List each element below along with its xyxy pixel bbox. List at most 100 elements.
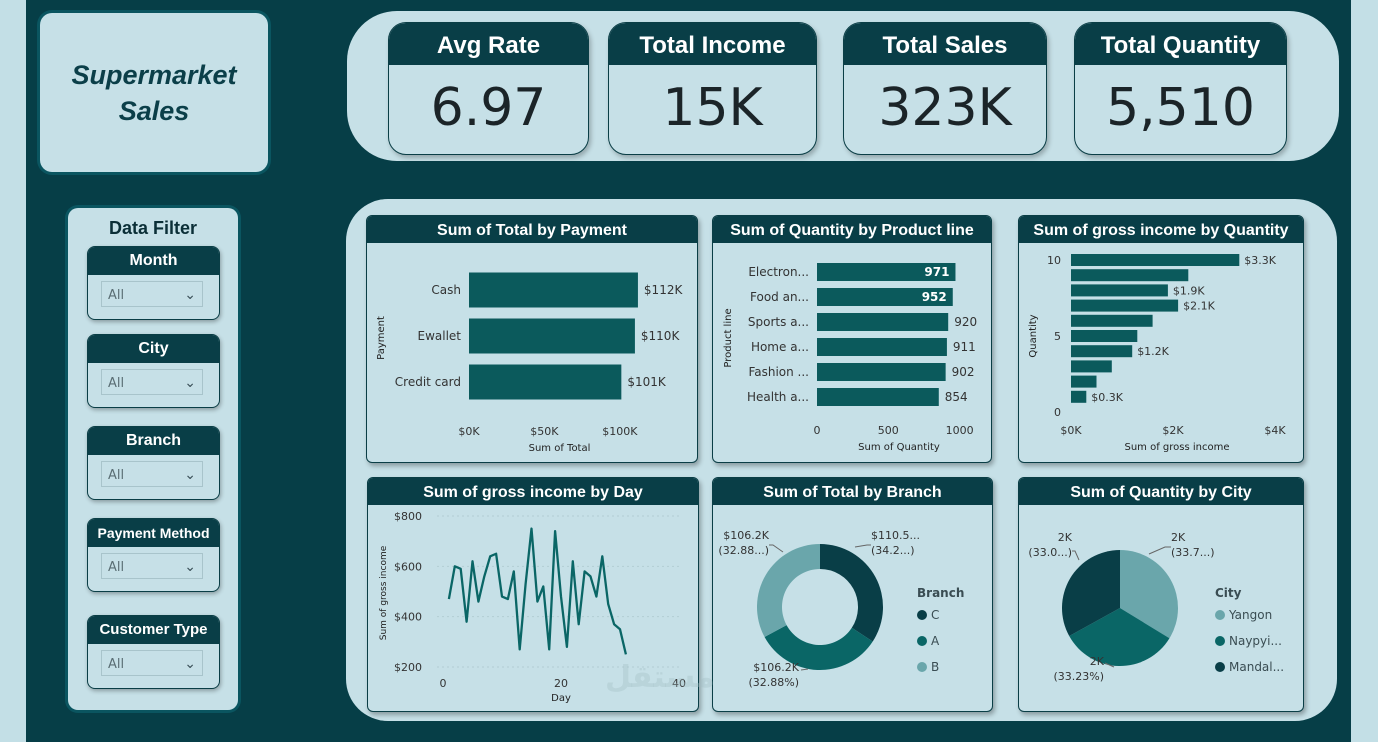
slicer-label: City (88, 335, 219, 363)
pie-slice (820, 544, 883, 642)
pie-slice (1062, 550, 1120, 637)
slice-label: $106.2K (753, 661, 799, 674)
dropdown-value: All (108, 657, 125, 672)
bar (817, 388, 939, 406)
chart-city: 2K (33.7...) 2K (33.23%) 2K (33.0...) City Yang… (1028, 531, 1284, 683)
legend-label: Naypyi... (1229, 634, 1282, 648)
filter-panel: Data Filter Month All ⌄ City All ⌄ Branch … (68, 208, 238, 710)
kpi-label: Total Income (609, 23, 816, 65)
y-axis-label: Sum of gross income (379, 545, 389, 640)
slice-label: (33.23%) (1053, 670, 1104, 683)
x-tick-label: 0 (814, 424, 821, 437)
chevron-down-icon: ⌄ (184, 287, 196, 303)
chart-productline: Electron... 971 Food an... 952 Sports a... 92… (723, 263, 977, 453)
legend-label: B (931, 660, 939, 674)
leader-line (854, 544, 871, 548)
bar (817, 263, 956, 281)
kpi-value: 5,510 (1106, 78, 1255, 138)
leader-line (800, 668, 809, 671)
chart-title: Sum of Total by Payment (367, 216, 697, 243)
x-tick-label: $4K (1264, 424, 1286, 437)
data-label: $110K (641, 329, 681, 343)
kpi-total-sales: Total Sales 323K (843, 22, 1047, 155)
kpi-label: Total Sales (844, 23, 1046, 65)
kpi-label: Avg Rate (389, 23, 588, 65)
chart-grossincome-day-panel: Sum of gross income by Day $200 $400 $600 $… (367, 477, 699, 712)
chevron-down-icon: ⌄ (184, 559, 196, 575)
y-tick-label: $800 (394, 510, 422, 523)
category-label: Home a... (751, 340, 809, 354)
x-tick-label: $0K (1060, 424, 1082, 437)
bar (1071, 375, 1097, 388)
filter-panel-title: Data Filter (108, 218, 198, 238)
legend-marker (1215, 662, 1225, 672)
chevron-down-icon: ⌄ (184, 656, 196, 672)
bar (469, 364, 622, 400)
chart-city-panel: Sum of Quantity by City 2K (33.7...) 2K (33… (1018, 477, 1304, 712)
x-tick-label: $2K (1162, 424, 1184, 437)
data-label: $1.9K (1173, 284, 1205, 297)
data-label: 902 (952, 365, 975, 379)
category-label: Cash (431, 283, 461, 297)
y-tick-label: 5 (1054, 330, 1061, 343)
leader-line (1072, 550, 1080, 561)
bar (1071, 284, 1168, 297)
chart-title: Sum of Quantity by City (1019, 478, 1303, 505)
kpi-value: 6.97 (430, 78, 547, 138)
leader-line (1104, 662, 1115, 668)
chart-branch: $110.5... (34.2...) $106.2K (32.88%) $106.2K… (718, 529, 964, 689)
chart-payment: Cash $112K Ewallet $110K Credit card $101K $0K… (376, 272, 683, 454)
legend-label: A (931, 634, 940, 648)
slicer-label: Month (88, 247, 219, 275)
pie-slice (1120, 550, 1178, 639)
leader-line (1148, 546, 1171, 555)
city-dropdown[interactable]: All ⌄ (101, 369, 203, 395)
x-axis-label: Sum of Quantity (858, 442, 940, 453)
data-label: $0.3K (1091, 391, 1123, 404)
pie-slice (764, 625, 873, 670)
slice-label: (32.88...) (718, 544, 769, 557)
data-label: 854 (945, 390, 968, 404)
slicer-payment-method: Payment Method All ⌄ (87, 518, 220, 592)
watermark-logo: مستقل (605, 660, 715, 695)
dashboard-title-line1: Supermarket (71, 59, 237, 90)
legend-marker (917, 610, 927, 620)
category-label: Food an... (750, 290, 809, 304)
dropdown-value: All (108, 560, 125, 575)
data-label: 952 (922, 290, 947, 304)
branch-dropdown[interactable]: All ⌄ (101, 461, 203, 487)
bar (817, 313, 949, 331)
category-label: Credit card (395, 375, 461, 389)
data-label: $1.2K (1137, 345, 1169, 358)
series-line (447, 527, 628, 655)
y-tick-label: 0 (1054, 406, 1061, 419)
y-tick-label: $400 (394, 611, 422, 624)
chart-payment-panel: Sum of Total by Payment Cash $112K Ewallet… (366, 215, 698, 463)
slice-label: (32.88%) (748, 676, 799, 689)
y-tick-label: 10 (1047, 254, 1061, 267)
bar (1071, 330, 1138, 342)
bar (1071, 345, 1133, 358)
customer-type-dropdown[interactable]: All ⌄ (101, 650, 203, 676)
chart-grossincome-day: $200 $400 $600 $800 0 20 40 Day Sum of gross inc… (379, 510, 686, 704)
slicer-city: City All ⌄ (87, 334, 220, 408)
month-dropdown[interactable]: All ⌄ (101, 281, 203, 307)
x-axis-label: Sum of Total (529, 443, 591, 454)
slice-label: $106.2K (723, 529, 769, 542)
bar (1071, 269, 1189, 282)
bar (469, 272, 638, 308)
x-tick-label: $100K (602, 425, 638, 438)
data-label: 920 (954, 315, 977, 329)
legend-label: Mandal... (1229, 660, 1284, 674)
bar (1071, 299, 1179, 312)
dashboard-title-card: Supermarket Sales (40, 13, 268, 172)
bar (469, 318, 635, 354)
bar (817, 363, 946, 381)
dropdown-value: All (108, 376, 125, 391)
category-label: Sports a... (748, 315, 809, 329)
x-tick-label: $50K (530, 425, 559, 438)
slice-label: (33.0...) (1028, 546, 1072, 559)
y-tick-label: $200 (394, 661, 422, 674)
chart-grossincome-quantity: $3.3K $1.9K $2.1K $1.2K $0.3K 10 5 0 $0K $2K $4K Su… (1028, 254, 1286, 453)
payment-method-dropdown[interactable]: All ⌄ (101, 553, 203, 579)
